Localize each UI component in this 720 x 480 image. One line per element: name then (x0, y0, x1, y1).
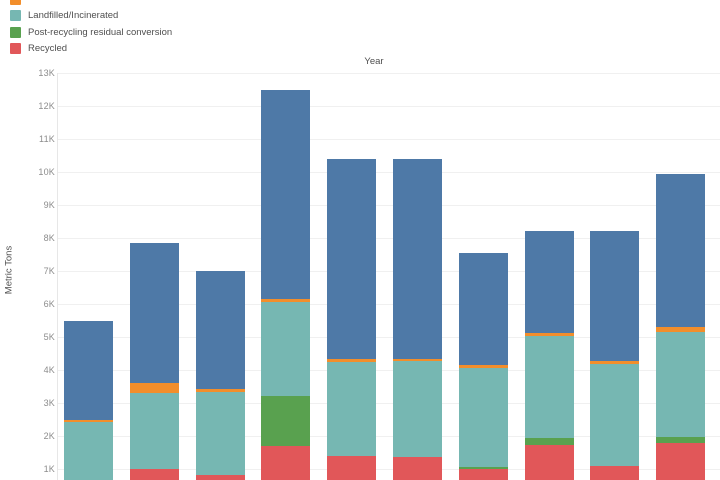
bar-6-segment-teal[interactable] (393, 361, 442, 458)
gridline-7K (58, 271, 720, 272)
gridline-8K (58, 238, 720, 239)
y-tick-label-4K: 4K (43, 364, 55, 375)
bar-4-segment-red[interactable] (261, 445, 311, 480)
bar-6-segment-orange[interactable] (393, 358, 442, 362)
gridline-1K (58, 469, 720, 470)
legend-item-cropped[interactable] (10, 0, 28, 5)
gridline-9K (58, 205, 720, 206)
gridline-5K (58, 337, 720, 338)
bar-10-segment-green[interactable] (656, 437, 706, 444)
gridline-2K (58, 436, 720, 437)
bar-6-segment-blue[interactable] (393, 158, 442, 359)
bar-3-segment-blue[interactable] (195, 271, 245, 390)
legend-item-post-recycling-residual-conversion[interactable]: Post-recycling residual conversion (10, 26, 172, 38)
gridline-4K (58, 370, 720, 371)
bar-2-segment-blue[interactable] (129, 242, 179, 383)
bar-7-segment-teal[interactable] (458, 367, 508, 467)
bar-3-segment-orange[interactable] (195, 389, 245, 393)
bar-9-segment-orange[interactable] (590, 361, 640, 365)
bar-9-segment-teal[interactable] (590, 364, 640, 466)
y-tick-label-11K: 11K (39, 133, 55, 144)
legend-swatch-icon (10, 10, 21, 22)
gridline-3K (58, 403, 720, 404)
y-tick-label-5K: 5K (43, 331, 55, 342)
bar-3-segment-red[interactable] (195, 474, 245, 480)
bar-8-segment-red[interactable] (524, 444, 574, 480)
bar-4-segment-blue[interactable] (261, 89, 311, 299)
y-tick-label-6K: 6K (43, 298, 55, 309)
bar-7-segment-orange[interactable] (458, 365, 508, 368)
legend-item-label: Post-recycling residual conversion (28, 26, 173, 38)
y-tick-label-2K: 2K (43, 430, 55, 441)
chart-title: Year (364, 56, 384, 67)
bar-7-segment-blue[interactable] (458, 252, 508, 366)
legend-swatch-icon (10, 43, 21, 55)
y-tick-label-3K: 3K (43, 397, 55, 408)
gridline-11K (58, 139, 720, 140)
y-tick-label-10K: 10K (38, 166, 55, 177)
legend-item-label: Landfilled/Incinerated (28, 10, 119, 22)
y-axis-rule (57, 73, 58, 480)
bar-6-segment-red[interactable] (393, 457, 442, 480)
gridline-13K (58, 73, 720, 74)
bar-5-segment-orange[interactable] (327, 359, 377, 362)
bar-2-segment-red[interactable] (129, 469, 179, 480)
y-tick-label-8K: 8K (43, 232, 55, 243)
bar-5-segment-teal[interactable] (327, 361, 377, 456)
y-tick-label-13K: 13K (38, 67, 55, 78)
bar-2-segment-teal[interactable] (129, 393, 179, 469)
legend-swatch-icon (10, 26, 21, 38)
bar-8-segment-orange[interactable] (524, 333, 574, 336)
bar-1-segment-blue[interactable] (64, 320, 113, 421)
legend-item-recycled[interactable]: Recycled (10, 43, 67, 55)
bar-7-segment-green[interactable] (458, 466, 508, 469)
bar-4-segment-orange[interactable] (261, 298, 311, 302)
legend-swatch-icon (10, 0, 21, 5)
bar-1-segment-orange[interactable] (64, 420, 113, 423)
legend-item-label: Recycled (28, 43, 68, 55)
gridline-10K (58, 172, 720, 173)
bar-10-segment-orange[interactable] (656, 327, 706, 332)
bar-8-segment-blue[interactable] (524, 231, 574, 334)
bar-10-segment-red[interactable] (656, 443, 706, 480)
bar-10-segment-blue[interactable] (656, 173, 706, 328)
bar-2-segment-orange[interactable] (129, 382, 179, 394)
bar-1-segment-teal[interactable] (64, 422, 113, 480)
bar-8-segment-teal[interactable] (524, 336, 574, 439)
bar-5-segment-blue[interactable] (327, 158, 377, 360)
y-tick-label-12K: 12K (38, 100, 55, 111)
y-tick-label-7K: 7K (43, 265, 55, 276)
bar-8-segment-green[interactable] (524, 438, 574, 445)
bar-9-segment-blue[interactable] (590, 231, 640, 362)
bar-4-segment-teal[interactable] (261, 301, 311, 397)
legend-item-landfilled-incinerated[interactable]: Landfilled/Incinerated (10, 10, 118, 22)
bar-3-segment-teal[interactable] (195, 392, 245, 475)
bar-9-segment-red[interactable] (590, 465, 640, 480)
bar-10-segment-teal[interactable] (656, 331, 706, 438)
y-tick-label-1K: 1K (43, 463, 55, 474)
gridline-6K (58, 304, 720, 305)
y-tick-label-9K: 9K (43, 199, 55, 210)
bar-4-segment-green[interactable] (261, 396, 311, 446)
gridline-12K (58, 106, 720, 107)
bar-5-segment-red[interactable] (327, 455, 377, 480)
bar-7-segment-red[interactable] (458, 469, 508, 480)
